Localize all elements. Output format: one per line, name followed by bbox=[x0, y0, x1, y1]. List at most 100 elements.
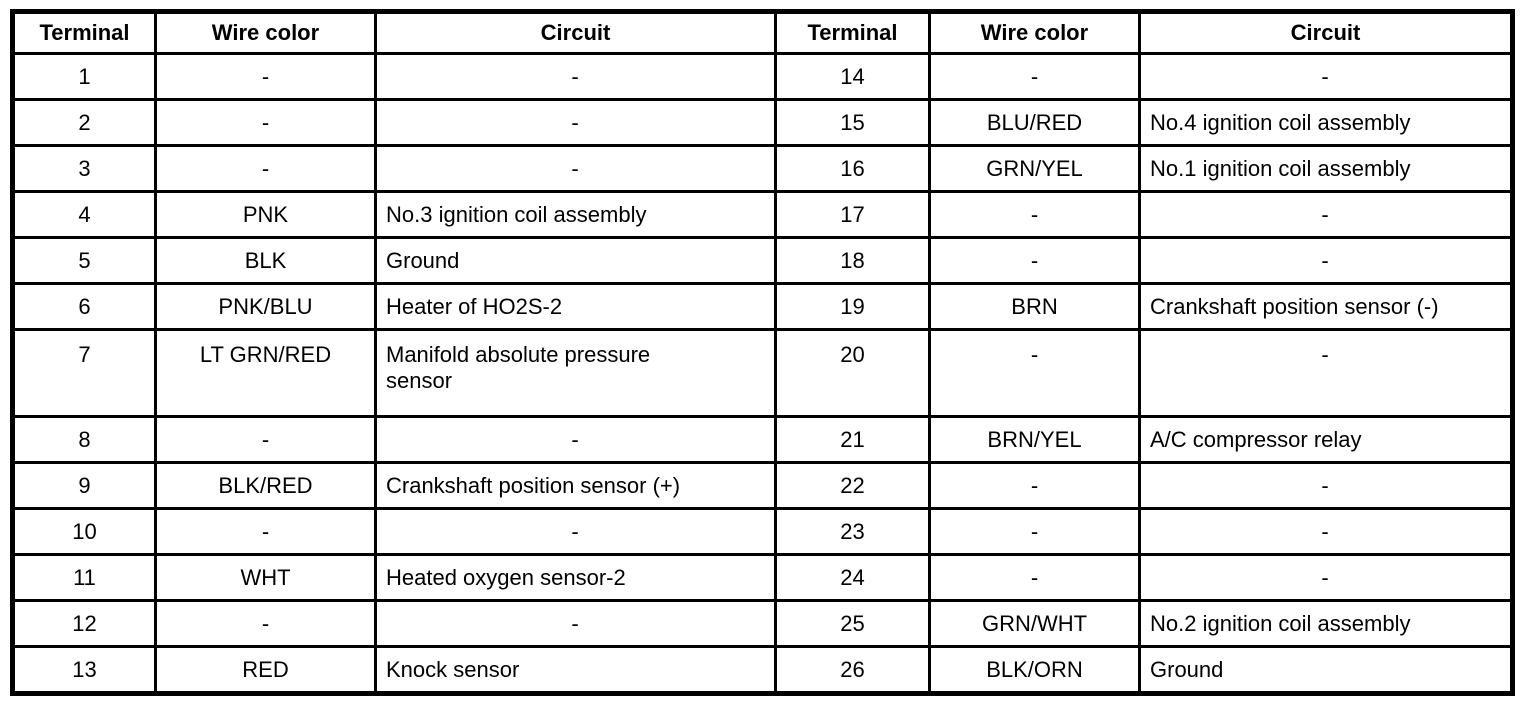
header-terminal-right: Terminal bbox=[774, 10, 931, 55]
wire-color-cell-left: PNK/BLU bbox=[154, 282, 377, 331]
circuit-cell-right: - bbox=[1138, 553, 1514, 602]
circuit-cell-right: No.1 ignition coil assembly bbox=[1138, 144, 1514, 193]
table-body: 1 - - 14 - - 2 - - 15 BLU/RED No.4 ignit… bbox=[11, 52, 1514, 695]
table-row: 7 LT GRN/RED Manifold absolute pressure … bbox=[11, 328, 1514, 418]
wire-color-cell-left: BLK bbox=[154, 236, 377, 285]
circuit-cell-right: - bbox=[1138, 236, 1514, 285]
wire-color-cell-left: PNK bbox=[154, 190, 377, 239]
table-row: 1 - - 14 - - bbox=[11, 52, 1514, 101]
wire-color-cell-right: GRN/WHT bbox=[928, 599, 1141, 648]
circuit-cell-right: - bbox=[1138, 190, 1514, 239]
wire-color-cell-left: - bbox=[154, 98, 377, 147]
circuit-cell-left: Heated oxygen sensor-2 bbox=[374, 553, 777, 602]
terminal-cell-left: 13 bbox=[11, 645, 157, 695]
terminal-cell-left: 9 bbox=[11, 461, 157, 510]
header-circuit-right: Circuit bbox=[1138, 10, 1514, 55]
wire-color-cell-left: - bbox=[154, 52, 377, 101]
terminal-cell-left: 6 bbox=[11, 282, 157, 331]
circuit-cell-right: No.4 ignition coil assembly bbox=[1138, 98, 1514, 147]
terminal-cell-right: 21 bbox=[774, 415, 931, 464]
terminal-cell-right: 15 bbox=[774, 98, 931, 147]
wire-color-cell-left: - bbox=[154, 144, 377, 193]
wire-color-cell-right: - bbox=[928, 553, 1141, 602]
terminal-cell-left: 4 bbox=[11, 190, 157, 239]
circuit-cell-left: Knock sensor bbox=[374, 645, 777, 695]
wire-color-cell-right: BLK/ORN bbox=[928, 645, 1141, 695]
wire-color-cell-left: BLK/RED bbox=[154, 461, 377, 510]
table-row: 5 BLK Ground 18 - - bbox=[11, 236, 1514, 285]
terminal-cell-left: 8 bbox=[11, 415, 157, 464]
terminal-cell-right: 23 bbox=[774, 507, 931, 556]
table-header: Terminal Wire color Circuit Terminal Wir… bbox=[11, 10, 1514, 55]
terminal-cell-right: 26 bbox=[774, 645, 931, 695]
wire-color-cell-right: - bbox=[928, 328, 1141, 418]
terminal-cell-left: 5 bbox=[11, 236, 157, 285]
terminal-pinout-table: Terminal Wire color Circuit Terminal Wir… bbox=[10, 9, 1515, 696]
circuit-cell-left: - bbox=[374, 52, 777, 101]
circuit-cell-left: Crankshaft position sensor (+) bbox=[374, 461, 777, 510]
terminal-cell-left: 1 bbox=[11, 52, 157, 101]
circuit-cell-right: - bbox=[1138, 461, 1514, 510]
terminal-cell-left: 12 bbox=[11, 599, 157, 648]
table-row: 3 - - 16 GRN/YEL No.1 ignition coil asse… bbox=[11, 144, 1514, 193]
terminal-cell-right: 24 bbox=[774, 553, 931, 602]
terminal-cell-left: 10 bbox=[11, 507, 157, 556]
header-wire-color-left: Wire color bbox=[154, 10, 377, 55]
circuit-cell-right: - bbox=[1138, 52, 1514, 101]
circuit-cell-left: No.3 ignition coil assembly bbox=[374, 190, 777, 239]
circuit-cell-left: - bbox=[374, 98, 777, 147]
circuit-cell-right: No.2 ignition coil assembly bbox=[1138, 599, 1514, 648]
wire-color-cell-left: RED bbox=[154, 645, 377, 695]
circuit-cell-right: Crankshaft position sensor (-) bbox=[1138, 282, 1514, 331]
circuit-cell-right: Ground bbox=[1138, 645, 1514, 695]
circuit-cell-left: - bbox=[374, 415, 777, 464]
terminal-cell-right: 19 bbox=[774, 282, 931, 331]
terminal-cell-right: 22 bbox=[774, 461, 931, 510]
table-row: 8 - - 21 BRN/YEL A/C compressor relay bbox=[11, 415, 1514, 464]
circuit-cell-right: - bbox=[1138, 507, 1514, 556]
wire-color-cell-right: - bbox=[928, 507, 1141, 556]
header-row: Terminal Wire color Circuit Terminal Wir… bbox=[11, 10, 1514, 55]
circuit-cell-left: Ground bbox=[374, 236, 777, 285]
table-row: 4 PNK No.3 ignition coil assembly 17 - - bbox=[11, 190, 1514, 239]
table-row: 11 WHT Heated oxygen sensor-2 24 - - bbox=[11, 553, 1514, 602]
circuit-cell-right: - bbox=[1138, 328, 1514, 418]
wire-color-cell-left: - bbox=[154, 415, 377, 464]
wire-color-cell-right: - bbox=[928, 461, 1141, 510]
terminal-cell-left: 11 bbox=[11, 553, 157, 602]
wire-color-cell-right: - bbox=[928, 236, 1141, 285]
wire-color-cell-right: GRN/YEL bbox=[928, 144, 1141, 193]
terminal-cell-right: 25 bbox=[774, 599, 931, 648]
wire-color-cell-left: LT GRN/RED bbox=[154, 328, 377, 418]
terminal-cell-left: 3 bbox=[11, 144, 157, 193]
circuit-cell-left: - bbox=[374, 599, 777, 648]
table-row: 13 RED Knock sensor 26 BLK/ORN Ground bbox=[11, 645, 1514, 695]
header-wire-color-right: Wire color bbox=[928, 10, 1141, 55]
wire-color-cell-right: BRN/YEL bbox=[928, 415, 1141, 464]
wire-color-cell-right: BRN bbox=[928, 282, 1141, 331]
wire-color-cell-left: - bbox=[154, 599, 377, 648]
terminal-cell-right: 20 bbox=[774, 328, 931, 418]
circuit-cell-left: Heater of HO2S-2 bbox=[374, 282, 777, 331]
wire-color-cell-right: - bbox=[928, 190, 1141, 239]
terminal-cell-right: 16 bbox=[774, 144, 931, 193]
circuit-cell-right: A/C compressor relay bbox=[1138, 415, 1514, 464]
wire-color-cell-right: - bbox=[928, 52, 1141, 101]
terminal-cell-right: 18 bbox=[774, 236, 931, 285]
wire-color-cell-right: BLU/RED bbox=[928, 98, 1141, 147]
table-row: 10 - - 23 - - bbox=[11, 507, 1514, 556]
table-row: 6 PNK/BLU Heater of HO2S-2 19 BRN Cranks… bbox=[11, 282, 1514, 331]
table-row: 9 BLK/RED Crankshaft position sensor (+)… bbox=[11, 461, 1514, 510]
header-terminal-left: Terminal bbox=[11, 10, 157, 55]
terminal-cell-left: 7 bbox=[11, 328, 157, 418]
terminal-cell-left: 2 bbox=[11, 98, 157, 147]
wire-color-cell-left: - bbox=[154, 507, 377, 556]
table-row: 12 - - 25 GRN/WHT No.2 ignition coil ass… bbox=[11, 599, 1514, 648]
wire-color-cell-left: WHT bbox=[154, 553, 377, 602]
terminal-cell-right: 14 bbox=[774, 52, 931, 101]
document-page: Terminal Wire color Circuit Terminal Wir… bbox=[10, 9, 1515, 696]
circuit-cell-left: - bbox=[374, 144, 777, 193]
header-circuit-left: Circuit bbox=[374, 10, 777, 55]
circuit-cell-left: - bbox=[374, 507, 777, 556]
table-row: 2 - - 15 BLU/RED No.4 ignition coil asse… bbox=[11, 98, 1514, 147]
